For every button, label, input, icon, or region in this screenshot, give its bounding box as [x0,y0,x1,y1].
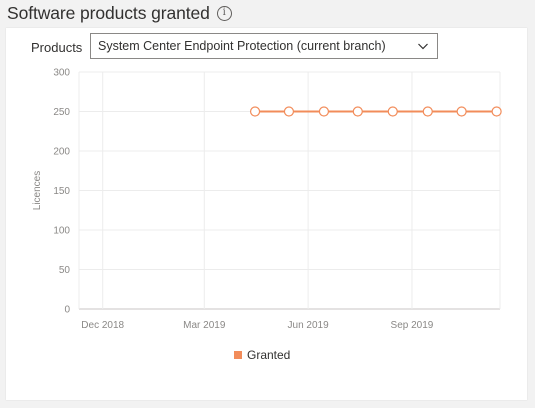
legend-label-granted[interactable]: Granted [247,348,291,362]
products-dropdown[interactable]: System Center Endpoint Protection (curre… [90,33,438,59]
y-tick-label: 0 [64,305,70,316]
data-point-granted [249,106,261,117]
chart-legend: Granted [234,348,290,362]
data-point-granted [283,106,295,117]
data-point-granted [456,106,467,117]
chevron-down-icon[interactable] [417,40,429,52]
data-point-granted [422,106,433,117]
y-tick-label: 50 [59,265,71,276]
products-dropdown-value: System Center Endpoint Protection (curre… [98,39,386,53]
data-point-granted [491,106,502,117]
line-chart: 0 50 100 150 200 250 300 Dec 2018 Mar 2019 Jun 20… [32,68,502,331]
data-point-granted [352,106,363,117]
y-tick-label: 150 [53,186,70,197]
y-tick-label: 200 [53,147,70,158]
page-header: Software products granted i [7,2,232,24]
x-tick-label: Dec 2018 [81,320,124,331]
y-tick-label: 250 [53,107,70,118]
y-tick-label: 100 [53,226,70,237]
data-point-granted [318,106,330,117]
products-label: Products [31,40,83,55]
chart-card: Products System Center Endpoint Protecti… [6,28,527,400]
data-point-granted [387,106,398,117]
page-title: Software products granted [7,2,210,23]
x-tick-label: Sep 2019 [391,320,434,331]
x-tick-label: Jun 2019 [288,320,330,331]
info-circle-icon[interactable]: i [216,5,232,21]
legend-swatch-granted [234,351,242,359]
y-axis-title: Licences [32,171,43,210]
y-tick-label: 300 [53,68,70,79]
x-tick-label: Mar 2019 [183,320,226,331]
